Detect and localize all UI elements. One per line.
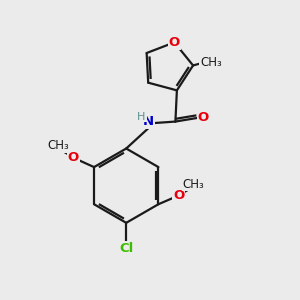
Text: CH₃: CH₃ <box>200 56 222 69</box>
Text: N: N <box>143 115 154 128</box>
Text: O: O <box>173 189 184 203</box>
Text: O: O <box>198 111 209 124</box>
Text: H: H <box>137 112 146 122</box>
Text: Cl: Cl <box>119 242 133 256</box>
Text: O: O <box>169 36 180 49</box>
Text: CH₃: CH₃ <box>47 139 69 152</box>
Text: O: O <box>68 152 79 164</box>
Text: CH₃: CH₃ <box>183 178 204 190</box>
